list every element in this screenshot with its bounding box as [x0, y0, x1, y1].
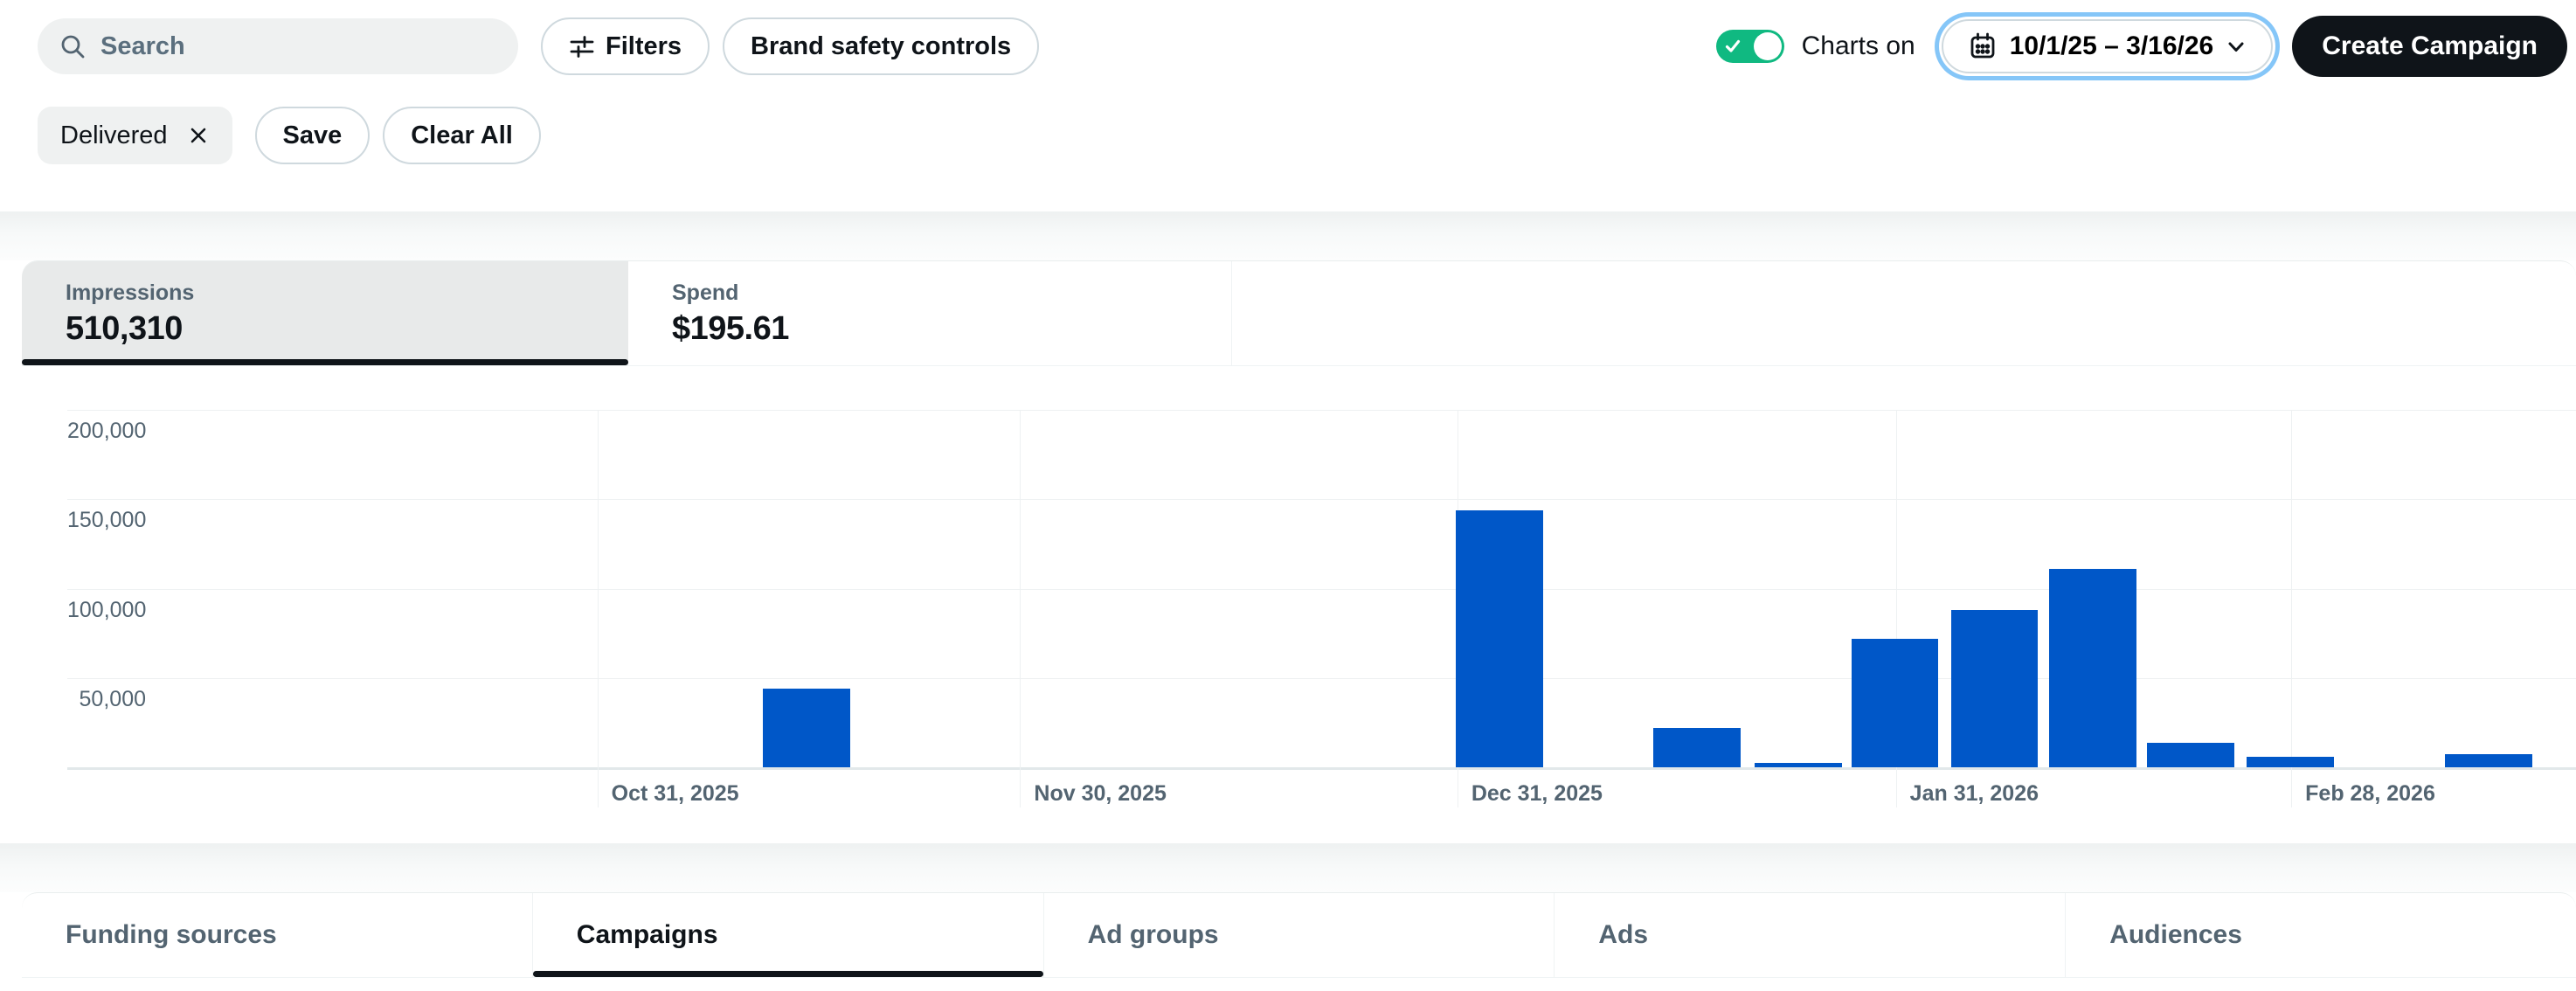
chart-plot: 200,000 150,000 100,000 50,000 Oct 31, 2025 N… — [67, 410, 2576, 807]
search-input[interactable]: Search — [38, 18, 518, 74]
gridline-horizontal — [67, 499, 2576, 501]
tab-label: Funding sources — [66, 920, 277, 949]
check-icon — [1724, 38, 1742, 55]
impressions-bar[interactable] — [2247, 757, 2335, 767]
toolbar-row-filters: Delivered Save Clear All — [38, 105, 2567, 166]
filters-label: Filters — [606, 31, 682, 60]
gridline-vertical — [597, 410, 599, 807]
gridline-vertical — [1895, 410, 1897, 807]
impressions-bar[interactable] — [2445, 754, 2533, 767]
metric-value: $195.61 — [672, 309, 789, 347]
y-axis-tick-label: 50,000 — [79, 686, 146, 711]
save-button[interactable]: Save — [254, 107, 370, 164]
filter-chip-delivered[interactable]: Delivered — [38, 107, 232, 164]
date-range-label: 10/1/25 – 3/16/26 — [2009, 31, 2214, 60]
tab-label: Ads — [1598, 920, 1649, 949]
metrics-chart-card: Impressions 510,310 Spend $195.61 200,00… — [22, 260, 2576, 844]
brand-safety-label: Brand safety controls — [751, 31, 1012, 60]
date-range-button[interactable]: 10/1/25 – 3/16/26 — [1941, 19, 2274, 73]
gridline-horizontal — [67, 588, 2576, 590]
metric-label: Impressions — [66, 281, 195, 305]
remove-filter-icon[interactable] — [187, 124, 210, 147]
gridline-horizontal — [67, 677, 2576, 679]
tab-ad-groups[interactable]: Ad groups — [1042, 893, 1555, 977]
create-campaign-button[interactable]: Create Campaign — [2292, 16, 2567, 77]
impressions-bar[interactable] — [1851, 639, 1939, 767]
tab-label: Campaigns — [576, 920, 718, 949]
impressions-bar[interactable] — [2147, 743, 2235, 767]
chevron-down-icon — [2226, 36, 2247, 57]
y-axis-tick-label: 150,000 — [67, 508, 147, 533]
filters-button[interactable]: Filters — [541, 17, 710, 75]
x-axis-tick-label: Jan 31, 2026 — [1909, 781, 2039, 806]
save-label: Save — [282, 121, 343, 149]
gridline-vertical — [2291, 410, 2293, 807]
clear-all-label: Clear All — [411, 121, 513, 149]
search-placeholder: Search — [100, 31, 185, 60]
impressions-bar[interactable] — [763, 689, 851, 767]
impressions-bar[interactable] — [1652, 728, 1741, 767]
x-axis-tick-label: Dec 31, 2025 — [1471, 781, 1603, 806]
charts-toggle-label: Charts on — [1801, 31, 1915, 60]
gridline-horizontal — [67, 410, 2576, 411]
sliders-icon — [569, 33, 595, 59]
impressions-bar[interactable] — [2049, 569, 2137, 767]
x-axis-tick-label: Feb 28, 2026 — [2305, 781, 2435, 806]
gridline-vertical — [1020, 410, 1021, 807]
toolbar: Search Filters Brand safety controls — [0, 0, 2576, 211]
metric-value: 510,310 — [66, 309, 183, 347]
y-axis-tick-label: 100,000 — [67, 597, 147, 622]
tab-audiences[interactable]: Audiences — [2065, 893, 2576, 977]
impressions-bar[interactable] — [1455, 510, 1543, 767]
brand-safety-controls-button[interactable]: Brand safety controls — [723, 17, 1040, 75]
entity-tabs: Funding sources Campaigns Ad groups Ads … — [22, 893, 2576, 978]
metric-tab-spend[interactable]: Spend $195.61 — [628, 261, 1232, 365]
metric-tab-impressions[interactable]: Impressions 510,310 — [22, 261, 628, 365]
toolbar-right-group: Charts on 10/1/25 – 3/16/26 — [1715, 16, 2567, 77]
tab-funding-sources[interactable]: Funding sources — [22, 893, 532, 977]
impressions-bar[interactable] — [1754, 763, 1842, 767]
toolbar-row-primary: Search Filters Brand safety controls — [38, 16, 2567, 77]
metric-label: Spend — [672, 281, 739, 305]
entity-tabs-card: Funding sources Campaigns Ad groups Ads … — [22, 892, 2576, 991]
y-axis-tick-label: 200,000 — [67, 419, 147, 443]
section-gap — [0, 843, 2576, 892]
impressions-chart: 200,000 150,000 100,000 50,000 Oct 31, 2025 N… — [22, 365, 2576, 844]
tab-label: Ad groups — [1087, 920, 1219, 949]
x-axis-tick-label: Nov 30, 2025 — [1034, 781, 1167, 806]
metric-tabs: Impressions 510,310 Spend $195.61 — [22, 261, 2576, 366]
create-campaign-label: Create Campaign — [2322, 31, 2538, 60]
tab-ads[interactable]: Ads — [1554, 893, 2065, 977]
charts-toggle[interactable] — [1715, 30, 1784, 63]
filter-chip-label: Delivered — [60, 121, 168, 149]
tab-campaigns[interactable]: Campaigns — [531, 893, 1043, 977]
section-gap — [0, 211, 2576, 260]
impressions-bar[interactable] — [1950, 610, 2039, 767]
x-axis-baseline — [67, 767, 2576, 770]
tab-label: Audiences — [2109, 920, 2242, 949]
toggle-knob — [1753, 32, 1782, 60]
clear-all-button[interactable]: Clear All — [383, 107, 541, 164]
calendar-icon — [1968, 31, 1998, 61]
x-axis-tick-label: Oct 31, 2025 — [611, 781, 739, 806]
search-icon — [59, 32, 87, 60]
